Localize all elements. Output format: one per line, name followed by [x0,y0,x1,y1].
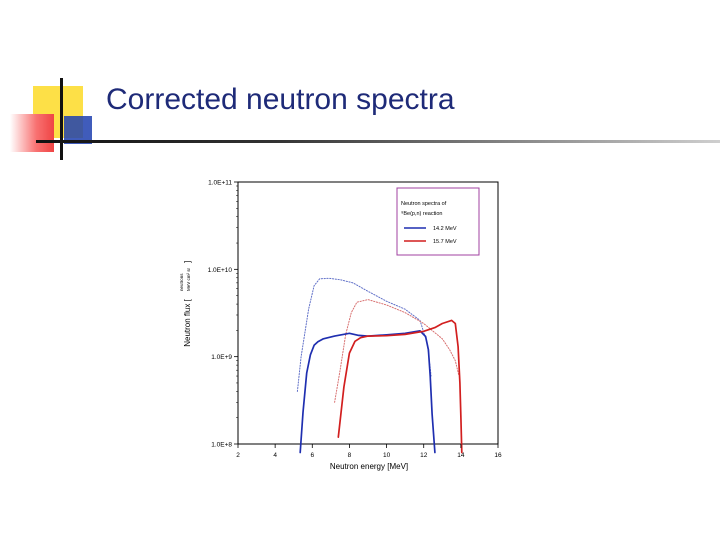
y-axis-label-main: Neutron flux [ [183,298,192,346]
x-tick-label-2: 2 [236,452,240,459]
series-line-15-7-mev [337,319,463,454]
title-underline [36,140,720,143]
y-tick-label-2: 1.0E+9 [211,354,232,361]
decor-blue-square [64,116,92,144]
y-axis-label-close: ] [183,261,192,263]
x-tick-label-6: 6 [310,452,314,459]
legend-title-line2: ⁹Be(p,n) reaction [401,210,443,217]
y-tick-label-1: 1.0E+8 [211,442,232,449]
x-tick-label-10: 10 [383,452,391,459]
legend-label-14-2: 14.2 MeV [433,226,457,232]
legend-box [396,187,480,256]
x-tick-label-12: 12 [420,452,428,459]
slide-title: Corrected neutron spectra [106,83,455,116]
decor-red-bar [10,114,54,152]
x-tick-label-16: 16 [494,452,502,459]
decor-vertical-line [60,78,63,160]
legend: Neutron spectra of ⁹Be(p,n) reaction 14.… [396,187,480,256]
y-axis-label-units-top: neutrons [179,273,184,291]
axes: 2 4 6 8 10 12 14 16 1.0E+8 1.0E+9 1.0E+10 1.0E+11 [208,180,502,460]
x-tick-label-4: 4 [273,452,277,459]
series-line-dotted-2 [296,277,432,392]
y-tick-label-4: 1.0E+11 [208,180,232,187]
legend-label-15-7: 15.7 MeV [433,239,457,245]
x-tick-label-14: 14 [457,452,465,459]
y-tick-label-3: 1.0E+10 [208,267,233,274]
legend-title-line1: Neutron spectra of [401,201,447,207]
x-axis-label: Neutron energy [MeV] [330,462,408,471]
y-axis-label: Neutron flux [ neutrons MeV cm² sr ] [179,261,192,347]
y-axis-label-units-bottom: MeV cm² sr [186,267,191,291]
neutron-spectra-chart: 2 4 6 8 10 12 14 16 1.0E+8 1.0E+9 1.0E+10 1.0E+11 N… [179,180,502,472]
series-line-14-2-mev [299,329,436,454]
x-tick-label-8: 8 [348,452,352,459]
plot-area [296,277,463,454]
